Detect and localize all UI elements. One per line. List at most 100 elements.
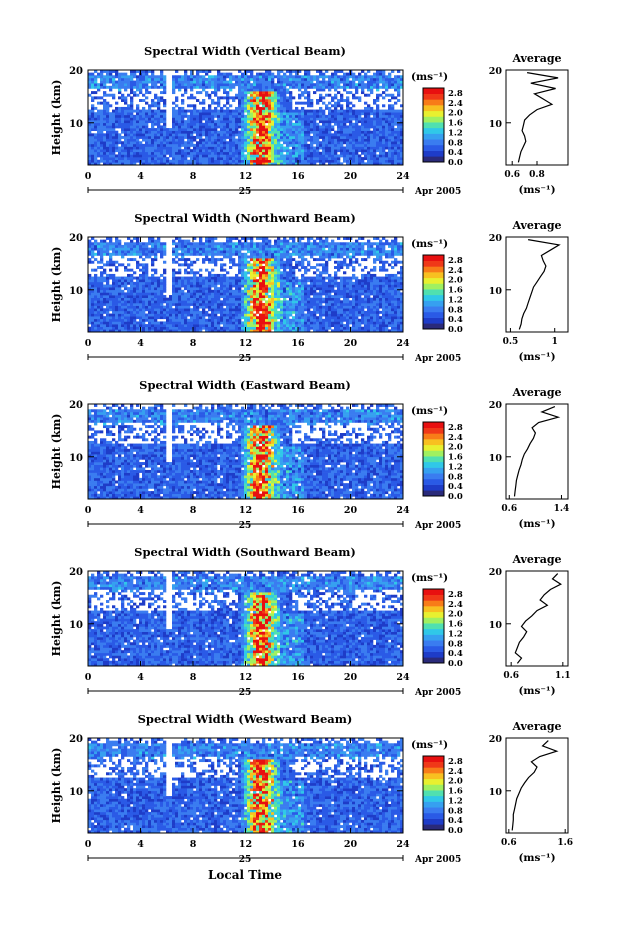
colorbar-tick-label: 2.0 <box>448 443 463 453</box>
colorbar-tick-label: 0.4 <box>448 816 463 826</box>
colorbar-tick-label: 1.2 <box>448 128 463 138</box>
x-tick-label: 4 <box>137 672 144 683</box>
profile-title: Average <box>511 720 561 733</box>
x-axis-label: Local Time <box>208 868 282 882</box>
colorbar-tick-label: 1.6 <box>448 119 463 129</box>
x-tick-label: 12 <box>239 505 252 516</box>
colorbar-tick-label: 0.4 <box>448 482 463 492</box>
colorbar-tick-label: 2.4 <box>448 433 463 443</box>
colorbar-unit: (ms⁻¹) <box>411 71 448 83</box>
y-tick-label: 20 <box>69 734 83 745</box>
colorbar-tick-label: 1.2 <box>448 462 463 472</box>
x-tick-label: 12 <box>239 839 252 850</box>
colorbar-swatch <box>423 294 444 301</box>
colorbar-swatch <box>423 795 444 802</box>
profile-x-tick-label: 0.5 <box>503 337 519 347</box>
panel-2: Spectral Width (Northward Beam)1020Heigh… <box>50 211 569 364</box>
colorbar-swatch <box>423 456 444 463</box>
colorbar-tick-label: 0.8 <box>448 806 463 816</box>
day-label: 25 <box>239 187 252 197</box>
colorbar-swatch <box>423 651 444 658</box>
profile-line <box>511 740 559 831</box>
y-tick-label: 10 <box>69 286 83 297</box>
colorbar-swatch <box>423 490 444 497</box>
colorbar-tick-label: 1.6 <box>448 286 463 296</box>
profile-x-tick-label: 0.6 <box>504 170 520 180</box>
colorbar-tick-label: 1.6 <box>448 620 463 630</box>
x-tick-label: 16 <box>291 672 305 683</box>
colorbar-swatch <box>423 778 444 785</box>
x-tick-label: 0 <box>85 338 92 349</box>
colorbar: 0.00.40.81.21.62.02.42.8 <box>422 254 463 335</box>
colorbar-swatch <box>423 433 444 440</box>
date-label: Apr 2005 <box>414 521 461 531</box>
x-tick-label: 16 <box>291 171 305 182</box>
colorbar-tick-label: 1.2 <box>448 629 463 639</box>
x-tick-label: 4 <box>137 171 144 182</box>
colorbar-tick-label: 1.6 <box>448 453 463 463</box>
colorbar-swatch <box>423 422 444 428</box>
x-tick-label: 0 <box>85 672 92 683</box>
x-tick-label: 4 <box>137 839 144 850</box>
profile-title: Average <box>511 52 561 65</box>
colorbar-tick-label: 2.8 <box>448 89 463 99</box>
day-label: 25 <box>239 521 252 531</box>
x-tick-label: 24 <box>396 839 410 850</box>
y-axis-label: Height (km) <box>50 748 63 824</box>
profile-y-tick-label: 20 <box>489 567 503 578</box>
profile-x-tick-label: 1.1 <box>555 671 571 681</box>
colorbar-tick-label: 2.4 <box>448 266 463 276</box>
profile-y-tick-label: 20 <box>489 66 503 77</box>
profile-y-tick-label: 10 <box>489 286 503 297</box>
heatmap-cells <box>88 404 404 500</box>
colorbar-swatch <box>423 439 444 446</box>
colorbar-swatch <box>423 767 444 774</box>
profile-line <box>513 406 561 497</box>
colorbar-swatch <box>423 105 444 112</box>
profile-line <box>518 239 561 330</box>
colorbar-tick-label: 2.4 <box>448 99 463 109</box>
colorbar: 0.00.40.81.21.62.02.42.8 <box>422 755 463 836</box>
colorbar-swatch <box>423 773 444 780</box>
colorbar-swatch <box>423 478 444 485</box>
colorbar-tick-label: 2.0 <box>448 610 463 620</box>
colorbar-swatch <box>423 144 444 151</box>
date-label: Apr 2005 <box>414 187 461 197</box>
colorbar-swatch <box>423 473 444 480</box>
x-tick-label: 24 <box>396 505 410 516</box>
colorbar: 0.00.40.81.21.62.02.42.8 <box>422 588 463 669</box>
colorbar-swatch <box>423 484 444 491</box>
heatmap-cells <box>88 738 404 834</box>
colorbar-swatch <box>423 801 444 808</box>
profile-x-axis-label: (ms⁻¹) <box>518 852 555 864</box>
colorbar-swatch <box>423 139 444 146</box>
colorbar-swatch <box>423 645 444 652</box>
colorbar-frame <box>422 588 445 664</box>
colorbar-swatch <box>423 461 444 468</box>
profile-x-axis-label: (ms⁻¹) <box>518 351 555 363</box>
colorbar-tick-label: 0.8 <box>448 305 463 315</box>
colorbar: 0.00.40.81.21.62.02.42.8 <box>422 421 463 502</box>
chart-title: Spectral Width (Northward Beam) <box>134 211 356 225</box>
colorbar-tick-label: 0.0 <box>448 826 463 836</box>
colorbar-swatch <box>423 628 444 635</box>
chart-title: Spectral Width (Eastward Beam) <box>139 378 351 392</box>
colorbar-swatch <box>423 812 444 819</box>
panel-3: Spectral Width (Eastward Beam) 10 20 Height… <box>50 378 569 531</box>
y-axis-label: Height (km) <box>50 80 63 156</box>
profile-x-axis-label: (ms⁻¹) <box>518 184 555 196</box>
profile-y-tick-label: 10 <box>489 453 503 464</box>
x-tick-label: 12 <box>239 171 252 182</box>
x-tick-label: 12 <box>239 338 252 349</box>
heatmap-cells <box>88 571 404 667</box>
date-label: Apr 2005 <box>414 354 461 364</box>
profile-line <box>514 573 563 664</box>
colorbar-swatch <box>423 761 444 768</box>
x-tick-label: 20 <box>344 338 358 349</box>
colorbar-tick-label: 0.0 <box>448 492 463 502</box>
x-tick-label: 0 <box>85 839 92 850</box>
colorbar-tick-label: 0.0 <box>448 325 463 335</box>
day-label: 25 <box>239 688 252 698</box>
chart-title: Spectral Width (Westward Beam) <box>138 712 353 726</box>
profile-x-tick-label: 0.6 <box>503 671 519 681</box>
